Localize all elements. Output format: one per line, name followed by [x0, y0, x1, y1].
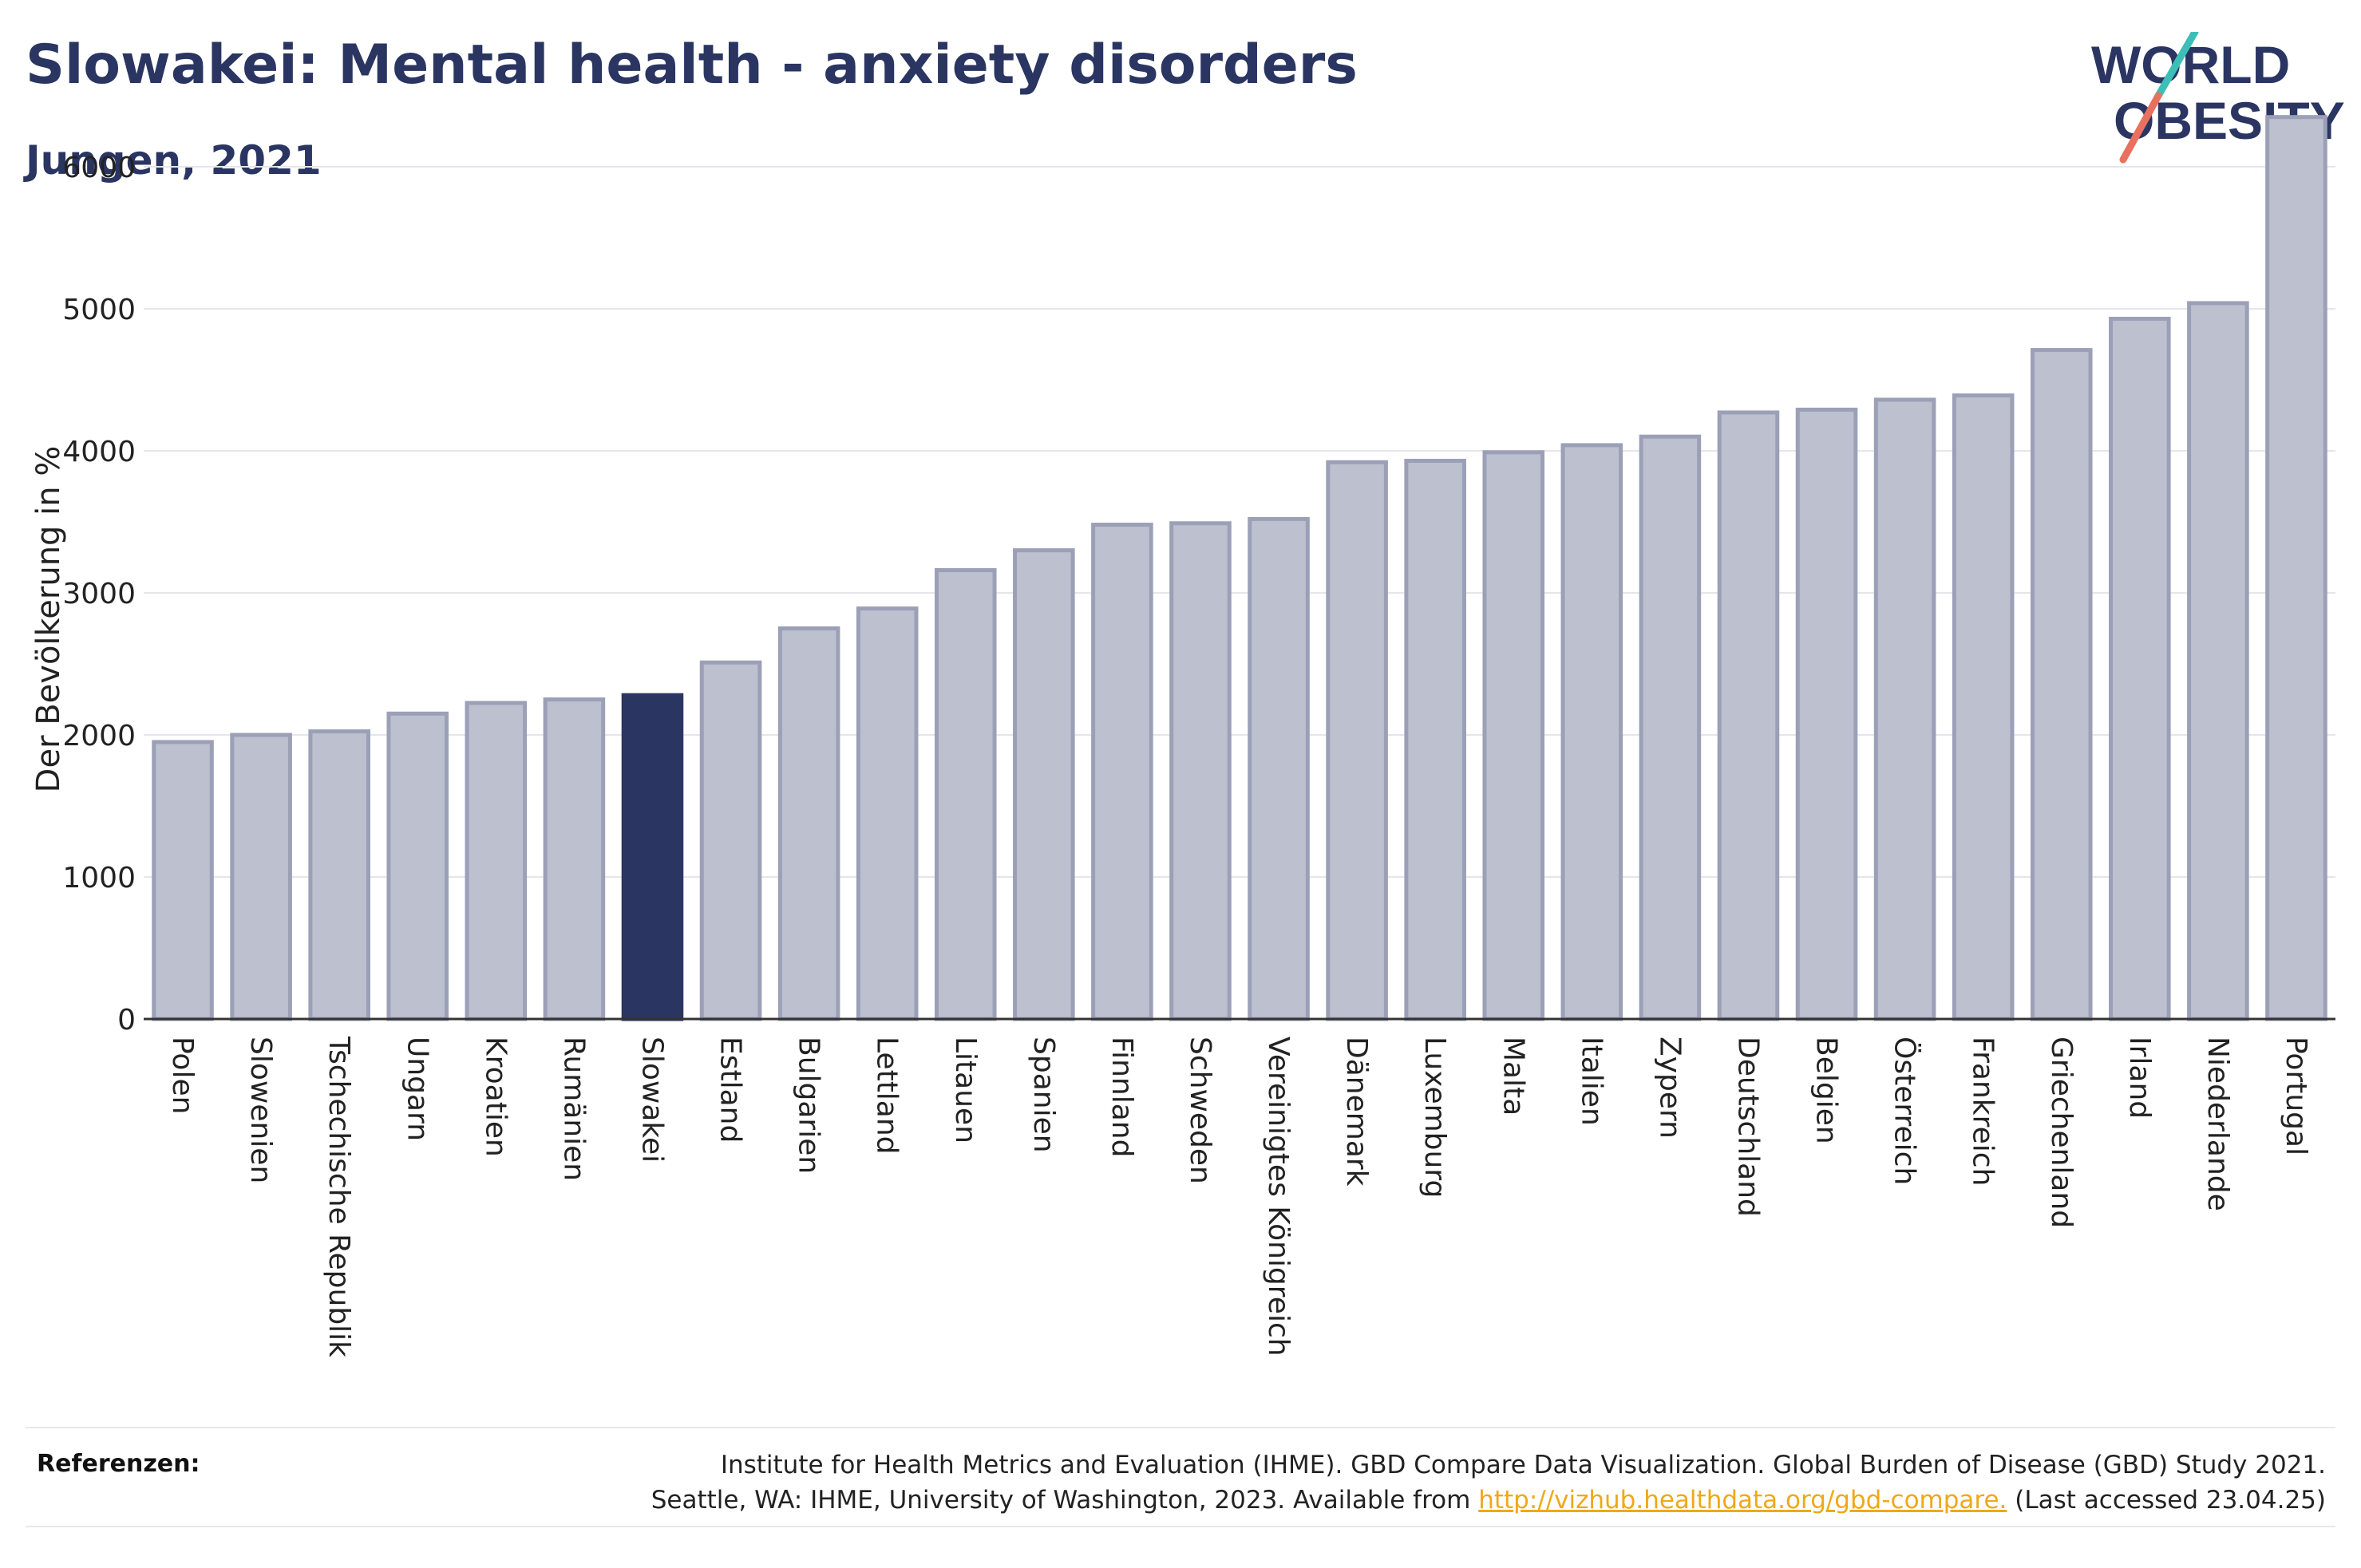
x-tick-label: Niederlande — [2201, 1037, 2234, 1211]
footer-divider-bottom — [26, 1526, 2335, 1527]
bar — [699, 660, 762, 1021]
y-tick-label: 5000 — [62, 294, 136, 326]
bar — [1169, 521, 1232, 1021]
bar — [230, 733, 292, 1021]
x-tick-label: Vereinigtes Königreich — [1262, 1037, 1295, 1357]
bar-chart: 0 1000 2000 3000 4000 5000 6000 Der Bevölkerung… — [30, 115, 2335, 1357]
bar — [1795, 407, 1858, 1021]
references-text: Institute for Health Metrics and Evaluat… — [570, 1448, 2326, 1518]
y-tick-label: 0 — [117, 1004, 136, 1037]
y-tick-label: 6000 — [62, 152, 136, 184]
x-tick-label: Portugal — [2280, 1037, 2312, 1155]
x-tick-label: Rumänien — [557, 1037, 590, 1181]
x-tick-label: Griechenland — [2045, 1037, 2078, 1228]
bar — [1482, 450, 1545, 1021]
references-line2-suffix: (Last accessed 23.04.25) — [2007, 1486, 2326, 1515]
bar — [465, 701, 528, 1021]
references-line2: Seattle, WA: IHME, University of Washing… — [570, 1483, 2326, 1518]
bar — [1952, 393, 2015, 1021]
x-tick-label: Bulgarien — [793, 1037, 825, 1174]
x-tick-label: Kroatien — [479, 1037, 512, 1157]
x-tick-label: Slowakei — [635, 1037, 668, 1163]
bar — [1639, 434, 1702, 1021]
chart-subtitle: Jungen, 2021 — [26, 137, 322, 184]
y-tick-label: 2000 — [62, 720, 136, 752]
bar — [934, 568, 997, 1021]
footer-divider-top — [26, 1427, 2335, 1428]
x-tick-label: Belgien — [1810, 1037, 1843, 1144]
bar — [856, 606, 919, 1021]
bar — [1326, 460, 1388, 1021]
bar — [1717, 410, 1780, 1021]
y-tick-label: 4000 — [62, 436, 136, 468]
bar — [1013, 548, 1075, 1021]
x-tick-label: Frankreich — [1967, 1037, 1999, 1186]
chart-title: Slowakei: Mental health - anxiety disord… — [26, 34, 1358, 97]
x-tick-label: Ungarn — [401, 1037, 433, 1141]
x-tick-label: Irland — [2123, 1037, 2156, 1119]
x-tick-label: Malta — [1497, 1037, 1529, 1116]
bar — [2187, 301, 2249, 1021]
x-tick-label: Finnland — [1105, 1037, 1138, 1157]
bar — [1091, 523, 1153, 1021]
bar — [386, 711, 449, 1021]
x-tick-label: Slowenien — [244, 1037, 277, 1183]
references-line1: Institute for Health Metrics and Evaluat… — [720, 1451, 2326, 1479]
bar — [2109, 316, 2171, 1021]
bar — [777, 626, 840, 1021]
x-tick-label: Österreich — [1888, 1037, 1922, 1185]
bar — [308, 729, 370, 1021]
x-tick-label: Litauen — [949, 1037, 982, 1143]
bar — [2030, 348, 2093, 1021]
references-label: Referenzen: — [37, 1450, 200, 1478]
bar — [543, 697, 606, 1021]
x-tick-label: Italien — [1575, 1037, 1608, 1126]
x-tick-label: Luxemburg — [1418, 1037, 1451, 1198]
bar — [1873, 397, 1936, 1021]
references-line2-prefix: Seattle, WA: IHME, University of Washing… — [651, 1486, 1479, 1515]
x-tick-label: Zypern — [1653, 1037, 1686, 1139]
x-tick-label: Lettland — [871, 1037, 904, 1155]
bar — [152, 740, 214, 1021]
x-tick-label: Polen — [166, 1037, 199, 1114]
x-tick-label: Deutschland — [1731, 1037, 1764, 1217]
bar — [1560, 443, 1623, 1021]
x-tick-label: Tschechische Republik — [322, 1036, 355, 1357]
y-tick-label: 1000 — [62, 862, 136, 895]
bar — [1404, 458, 1466, 1021]
bar — [1248, 516, 1310, 1021]
bar — [621, 693, 684, 1021]
x-tick-label: Schweden — [1184, 1037, 1216, 1184]
x-tick-label: Spanien — [1027, 1037, 1060, 1153]
source-link[interactable]: http://vizhub.healthdata.org/gbd-compare… — [1478, 1486, 2007, 1515]
y-tick-label: 3000 — [62, 578, 136, 610]
x-tick-label: Dänemark — [1340, 1037, 1373, 1187]
y-axis-label: Der Bevölkerung in % — [30, 446, 67, 793]
bar — [2265, 115, 2327, 1021]
x-tick-label: Estland — [714, 1037, 747, 1143]
